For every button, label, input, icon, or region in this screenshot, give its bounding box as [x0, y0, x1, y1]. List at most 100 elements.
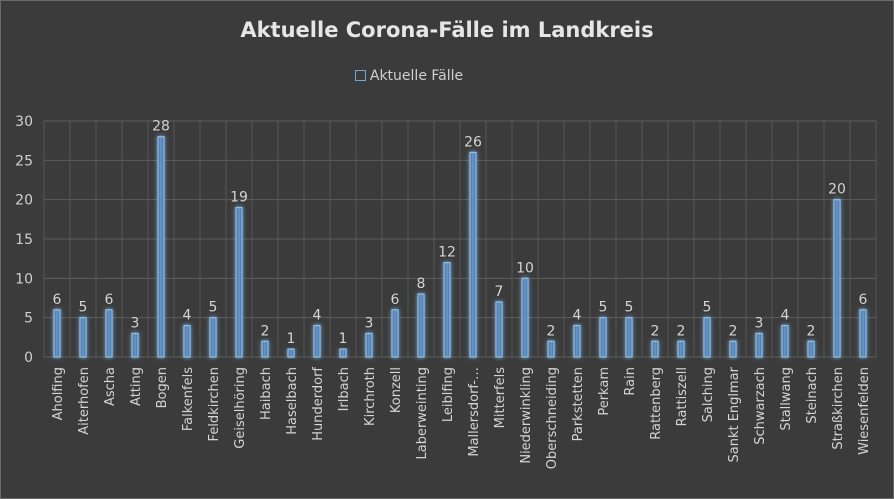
data-label: 1	[287, 331, 296, 347]
x-tick-label: Hunderdorf	[311, 367, 326, 441]
x-tick-label: Laberweinting	[415, 367, 430, 460]
data-label: 6	[391, 292, 400, 308]
bar	[339, 348, 347, 358]
bar	[183, 324, 191, 358]
data-label: 5	[209, 300, 218, 316]
data-label: 8	[417, 276, 426, 292]
x-tick-label: Haselbach	[285, 367, 300, 435]
data-label: 28	[152, 119, 170, 135]
x-tick-label: Rattenberg	[649, 367, 664, 440]
x-tick-label: Kirchroth	[363, 367, 378, 426]
x-tick-label: Wiesenfelden	[857, 367, 872, 455]
legend-label: Aktuelle Fälle	[369, 68, 464, 84]
data-label: 5	[703, 300, 712, 316]
x-tick-label: Haibach	[259, 367, 274, 420]
bar	[651, 340, 659, 358]
data-label: 3	[755, 315, 764, 331]
y-tick-label: 20	[15, 193, 33, 209]
data-label: 7	[495, 284, 504, 300]
data-label: 6	[53, 292, 62, 308]
x-tick-label: Falkenfels	[181, 367, 196, 431]
bar	[313, 324, 321, 358]
data-label: 4	[183, 308, 192, 324]
data-label: 10	[516, 260, 534, 276]
x-tick-label: Mitterfels	[493, 367, 508, 429]
data-label: 6	[105, 292, 114, 308]
bar	[729, 340, 737, 358]
bar	[417, 293, 425, 358]
data-label: 20	[828, 182, 846, 198]
x-tick-label: Rain	[623, 367, 638, 396]
data-label: 2	[651, 323, 660, 339]
bar	[495, 301, 503, 358]
bar	[547, 340, 555, 358]
x-tick-label: Parkstetten	[571, 367, 586, 441]
x-tick-label: Atting	[129, 367, 144, 406]
data-label: 5	[625, 300, 634, 316]
y-tick-label: 0	[24, 350, 33, 366]
bar	[53, 309, 61, 358]
y-tick-label: 25	[15, 153, 33, 169]
x-tick-label: Straßkirchen	[831, 367, 846, 450]
x-tick-label: Geiselhöring	[233, 367, 248, 449]
bar	[677, 340, 685, 358]
bar	[235, 206, 243, 358]
data-label: 5	[79, 300, 88, 316]
data-label: 19	[230, 190, 248, 206]
data-label: 3	[365, 315, 374, 331]
bar	[105, 309, 113, 358]
chart-title: Aktuelle Corona-Fälle im Landkreis	[240, 18, 654, 42]
data-label: 1	[339, 331, 348, 347]
x-tick-label: Mallersdorf-…	[467, 367, 482, 457]
x-tick-label: Salching	[701, 367, 716, 422]
data-label: 2	[807, 323, 816, 339]
data-label: 2	[729, 323, 738, 339]
x-tick-label: Oberschneiding	[545, 367, 560, 469]
data-label: 26	[464, 134, 482, 150]
legend: Aktuelle Fälle	[0, 68, 818, 84]
data-label: 2	[677, 323, 686, 339]
y-tick-label: 30	[15, 114, 33, 130]
x-tick-label: Steinach	[805, 367, 820, 424]
bar	[287, 348, 295, 358]
bar	[755, 332, 763, 358]
bar	[521, 277, 529, 358]
bar	[261, 340, 269, 358]
bar	[391, 309, 399, 358]
x-tick-label: Aiterhofen	[77, 367, 92, 435]
x-tick-label: Irlbach	[337, 367, 352, 411]
bar	[157, 136, 165, 358]
data-label: 2	[261, 323, 270, 339]
x-tick-label: Niederwinkling	[519, 367, 534, 464]
data-label: 4	[573, 308, 582, 324]
bar	[859, 309, 867, 358]
x-tick-label: Ascha	[103, 367, 118, 406]
bar	[365, 332, 373, 358]
bar	[625, 317, 633, 358]
x-tick-label: Rattiszell	[675, 367, 690, 426]
bar	[79, 317, 87, 358]
x-tick-label: Perkam	[597, 367, 612, 416]
x-tick-label: Leiblfing	[441, 367, 456, 422]
bar	[573, 324, 581, 358]
bar	[781, 324, 789, 358]
data-label: 3	[131, 315, 140, 331]
y-tick-label: 5	[24, 311, 33, 327]
x-tick-label: Feldkirchen	[207, 367, 222, 441]
x-tick-label: Konzell	[389, 367, 404, 413]
legend-swatch	[354, 69, 366, 81]
y-tick-label: 15	[15, 232, 33, 248]
data-label: 6	[859, 292, 868, 308]
data-label: 5	[599, 300, 608, 316]
bar	[443, 262, 451, 358]
x-tick-label: Sankt Englmar	[727, 366, 742, 462]
bar	[703, 317, 711, 358]
bar	[209, 317, 217, 358]
data-label: 2	[547, 323, 556, 339]
y-tick-label: 10	[15, 271, 33, 287]
x-tick-label: Schwarzach	[753, 367, 768, 445]
bar	[131, 332, 139, 358]
bar	[807, 340, 815, 358]
